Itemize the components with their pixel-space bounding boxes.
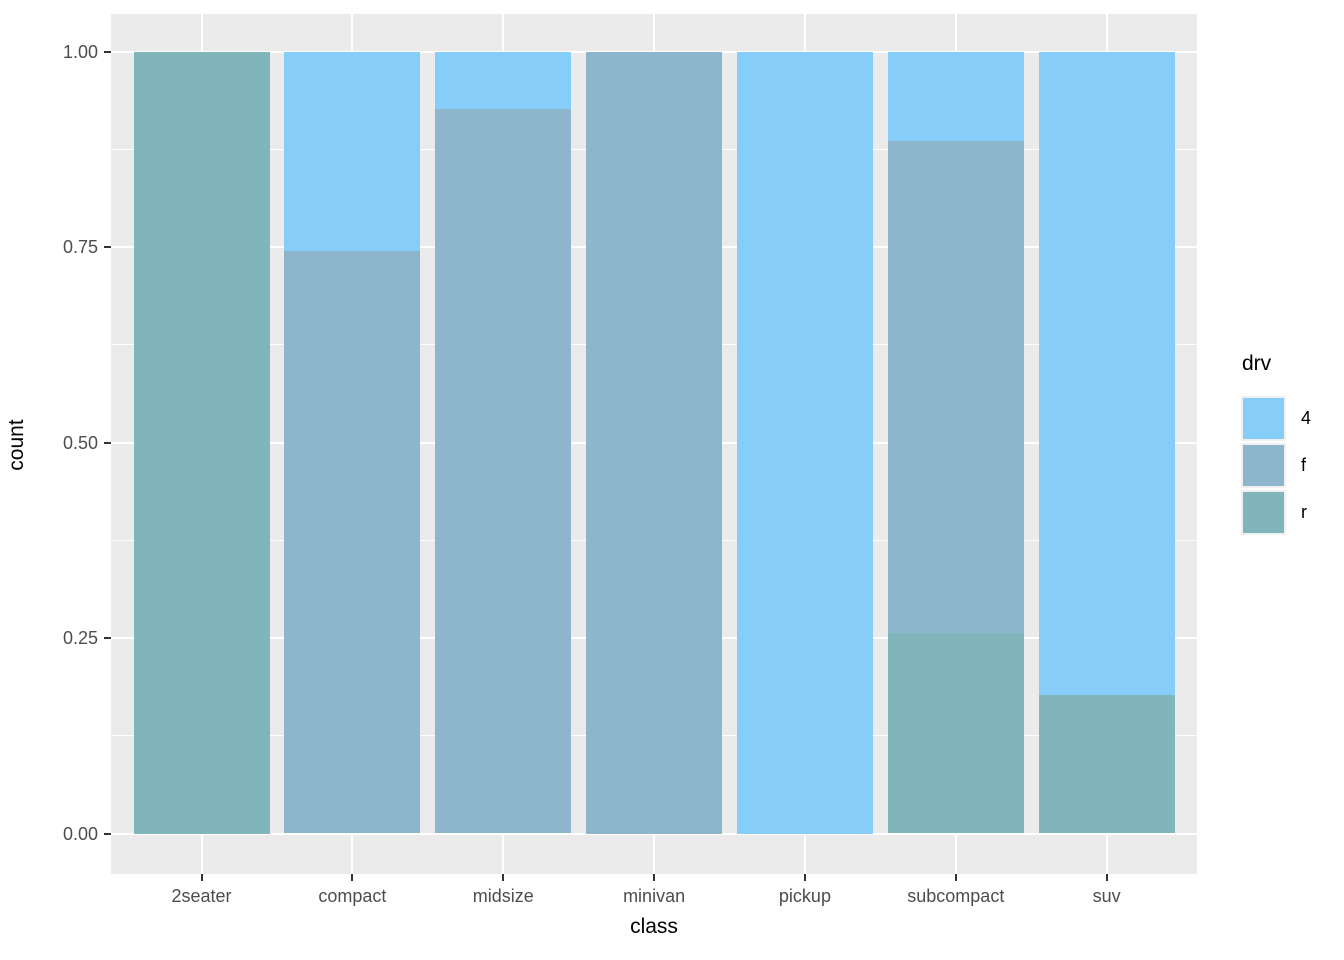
y-tick-label: 0.25 (62, 628, 98, 649)
y-axis-title: count (5, 419, 28, 471)
x-axis-tick (653, 874, 656, 881)
legend-key-r (1241, 490, 1286, 535)
bar-segment-midsize-4 (435, 51, 572, 109)
y-tick-label: 1.00 (62, 41, 98, 62)
legend-label-f: f (1301, 455, 1307, 475)
legend-title: drv (1242, 352, 1272, 375)
legend-key-f (1241, 443, 1286, 488)
x-axis-tick (351, 874, 354, 881)
plot-panel (111, 14, 1197, 874)
legend-key-4 (1241, 396, 1286, 441)
y-axis-tick (104, 832, 111, 835)
y-tick-label: 0.50 (62, 432, 98, 453)
y-axis-tick (104, 637, 111, 640)
bar-segment-2seater-r (133, 51, 270, 834)
x-axis-tick (200, 874, 203, 881)
x-axis-tick (502, 874, 505, 881)
bar-segment-pickup-4 (736, 51, 873, 834)
x-tick-label: 2seater (171, 886, 232, 906)
bar-segment-suv-4 (1038, 51, 1175, 695)
bar-segment-compact-4 (284, 51, 421, 252)
legend-label-4: 4 (1301, 408, 1312, 428)
y-axis-tick (104, 50, 111, 53)
bar-segment-compact-f (284, 251, 421, 834)
bar-segment-suv-r (1038, 694, 1175, 834)
bar-segment-minivan-f (586, 51, 723, 834)
x-tick-label: midsize (472, 886, 534, 906)
y-tick-label: 0.75 (62, 237, 98, 258)
x-tick-label: pickup (778, 886, 831, 906)
x-tick-label: suv (1092, 886, 1121, 906)
legend-swatch-4 (1243, 398, 1284, 439)
x-tick-label: subcompact (907, 886, 1005, 906)
x-axis-tick (803, 874, 806, 881)
y-axis-tick (104, 246, 111, 249)
x-axis-tick (1105, 874, 1108, 881)
bar-segment-subcompact-4 (887, 51, 1024, 142)
y-axis-tick (104, 441, 111, 444)
x-axis-tick (954, 874, 957, 881)
x-tick-label: compact (318, 886, 387, 906)
legend-label-r: r (1301, 502, 1307, 522)
legend-swatch-r (1243, 492, 1284, 533)
legend-swatch-f (1243, 445, 1284, 486)
bar-segment-subcompact-f (887, 141, 1024, 633)
bar-segment-midsize-f (435, 108, 572, 834)
x-axis-title: class (630, 915, 678, 938)
x-tick-label: minivan (623, 886, 686, 906)
y-tick-label: 0.00 (62, 823, 98, 844)
bar-segment-subcompact-r (887, 632, 1024, 834)
